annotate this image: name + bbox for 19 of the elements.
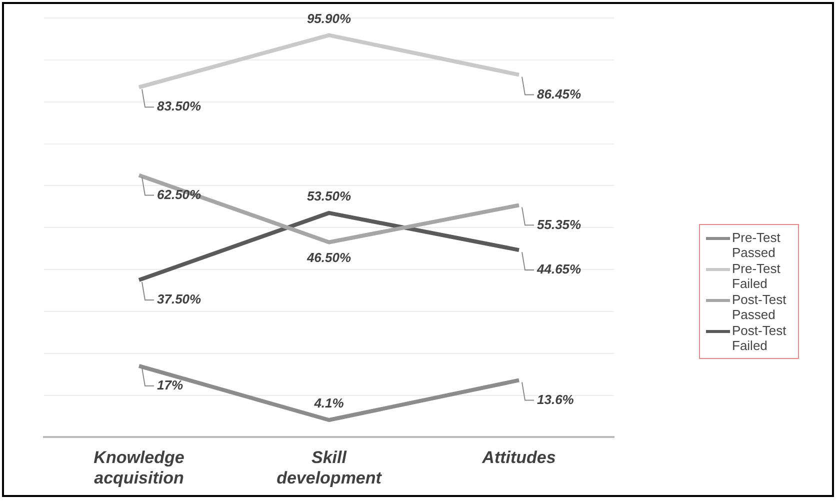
x-tick-label: Attitudes <box>481 448 556 468</box>
legend-label: Post-Test Passed <box>732 292 788 322</box>
data-label: 62.50% <box>157 186 202 202</box>
data-label: 86.45% <box>537 86 582 102</box>
data-label: 4.1% <box>313 396 344 411</box>
data-label: 53.50% <box>306 188 352 204</box>
data-label: 37.50% <box>157 292 202 307</box>
data-label: 55.35% <box>537 216 582 232</box>
legend-label: Post-Test Failed <box>732 323 788 353</box>
data-label: 13.6% <box>537 392 574 407</box>
data-label: 95.90% <box>306 10 352 26</box>
data-label: 46.50% <box>306 250 352 265</box>
data-label: 44.65% <box>536 262 582 277</box>
legend-label: Pre-Test Failed <box>732 261 782 291</box>
data-label: 83.50% <box>157 98 202 114</box>
legend-label: Pre-Test Passed <box>732 230 782 260</box>
x-tick-label: Knowledge acquisition <box>94 448 184 488</box>
data-label: 17% <box>157 378 184 393</box>
x-tick-label: Skill development <box>276 448 383 488</box>
